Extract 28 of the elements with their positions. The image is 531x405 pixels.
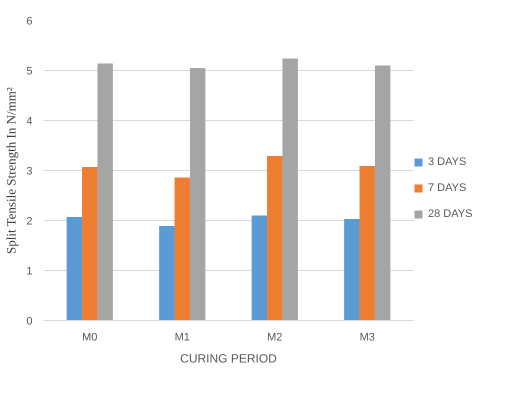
x-axis-title: CURING PERIOD [180,352,278,366]
bar [82,167,98,320]
bar [344,219,360,320]
y-tick-label: 0 [26,316,33,328]
bar [267,156,282,320]
y-tick-label: 1 [26,266,33,278]
x-tick-label: M1 [174,332,190,344]
y-tick-label: 5 [26,66,33,78]
legend-label: 7 DAYS [428,182,466,194]
bar [159,226,175,320]
x-tick-label: M2 [267,332,282,344]
bar [66,217,82,320]
legend-label: 3 DAYS [428,156,466,168]
bar [282,58,298,320]
bar [97,64,113,320]
y-axis-title: Split Tensile Strength In N/mm² [3,87,18,254]
y-tick-label: 4 [26,116,33,128]
y-tick-label: 3 [26,166,33,178]
x-tick-label: M0 [82,332,98,344]
bar [174,178,190,320]
y-tick-label: 6 [26,16,33,28]
bar [360,166,375,320]
bar [190,68,206,320]
bar [252,216,268,320]
bar [374,66,390,320]
legend-label: 28 DAYS [428,208,472,220]
y-tick-label: 2 [26,216,33,228]
x-tick-label: M3 [360,332,375,344]
